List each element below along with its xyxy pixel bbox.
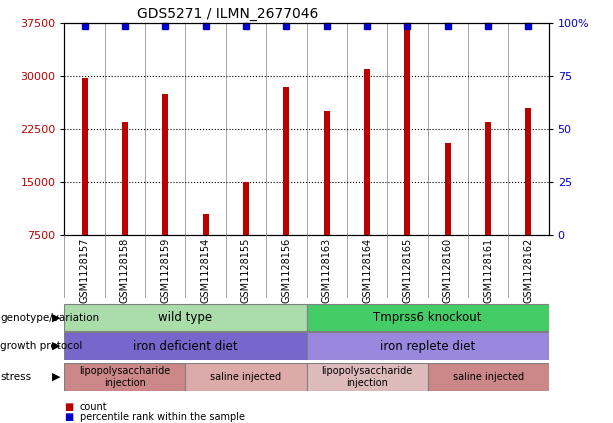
- Bar: [82, 77, 88, 288]
- Bar: [525, 108, 531, 288]
- Text: wild type: wild type: [158, 311, 213, 324]
- FancyBboxPatch shape: [64, 332, 306, 360]
- Bar: [243, 182, 249, 288]
- Text: GSM1128154: GSM1128154: [200, 238, 211, 303]
- Text: GSM1128163: GSM1128163: [322, 238, 332, 303]
- FancyBboxPatch shape: [306, 363, 428, 391]
- Text: saline injected: saline injected: [210, 372, 281, 382]
- Text: GDS5271 / ILMN_2677046: GDS5271 / ILMN_2677046: [137, 7, 318, 21]
- Bar: [485, 122, 491, 288]
- Text: GSM1128159: GSM1128159: [160, 238, 170, 303]
- Text: saline injected: saline injected: [452, 372, 524, 382]
- Text: growth protocol: growth protocol: [0, 341, 82, 351]
- Text: lipopolysaccharide
injection: lipopolysaccharide injection: [79, 366, 170, 388]
- Text: ▶: ▶: [51, 372, 60, 382]
- FancyBboxPatch shape: [186, 363, 306, 391]
- Text: GSM1128160: GSM1128160: [443, 238, 453, 303]
- Text: ■: ■: [64, 402, 74, 412]
- Text: GSM1128156: GSM1128156: [281, 238, 291, 303]
- FancyBboxPatch shape: [64, 304, 306, 332]
- Text: ■: ■: [64, 412, 74, 422]
- Text: Tmprss6 knockout: Tmprss6 knockout: [373, 311, 482, 324]
- Bar: [444, 143, 451, 288]
- Bar: [122, 122, 128, 288]
- Bar: [202, 214, 208, 288]
- Text: lipopolysaccharide
injection: lipopolysaccharide injection: [321, 366, 413, 388]
- Bar: [283, 87, 289, 288]
- FancyBboxPatch shape: [306, 332, 549, 360]
- Bar: [405, 28, 411, 288]
- Text: iron replete diet: iron replete diet: [380, 340, 475, 352]
- Text: GSM1128165: GSM1128165: [402, 238, 413, 303]
- Text: GSM1128161: GSM1128161: [483, 238, 493, 303]
- Text: GSM1128155: GSM1128155: [241, 238, 251, 303]
- Text: GSM1128158: GSM1128158: [120, 238, 130, 303]
- Bar: [162, 94, 169, 288]
- Text: stress: stress: [0, 372, 31, 382]
- FancyBboxPatch shape: [64, 363, 186, 391]
- Text: percentile rank within the sample: percentile rank within the sample: [80, 412, 245, 422]
- Text: GSM1128162: GSM1128162: [524, 238, 533, 303]
- FancyBboxPatch shape: [306, 304, 549, 332]
- Bar: [324, 111, 330, 288]
- Text: GSM1128157: GSM1128157: [80, 238, 89, 303]
- Text: GSM1128164: GSM1128164: [362, 238, 372, 303]
- Text: ▶: ▶: [51, 313, 60, 323]
- Bar: [364, 69, 370, 288]
- Text: count: count: [80, 402, 107, 412]
- Text: ▶: ▶: [51, 341, 60, 351]
- FancyBboxPatch shape: [428, 363, 549, 391]
- Text: iron deficient diet: iron deficient diet: [133, 340, 238, 352]
- Text: genotype/variation: genotype/variation: [0, 313, 99, 323]
